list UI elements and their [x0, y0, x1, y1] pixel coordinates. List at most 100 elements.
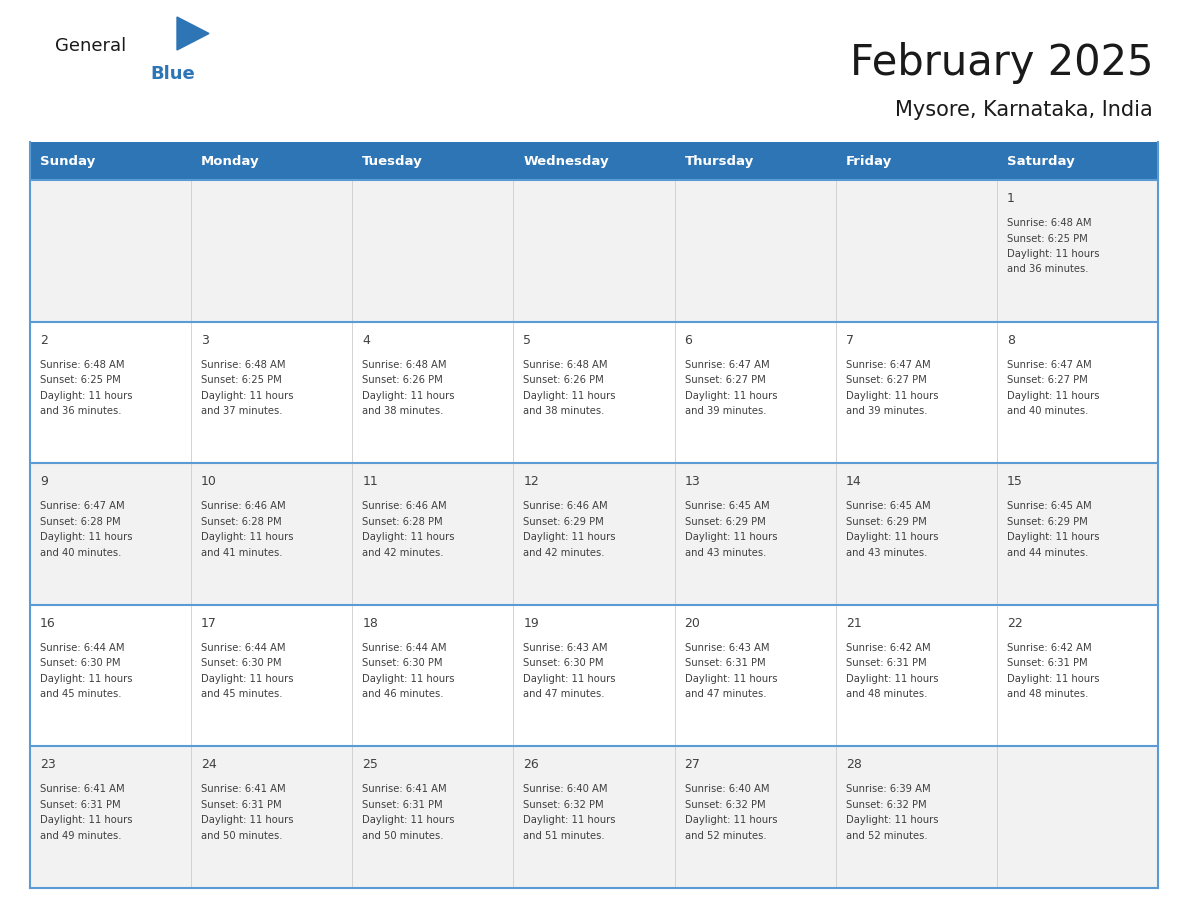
Text: 2: 2	[40, 333, 48, 347]
Text: Sunrise: 6:48 AM: Sunrise: 6:48 AM	[362, 360, 447, 370]
Text: Sunrise: 6:48 AM: Sunrise: 6:48 AM	[524, 360, 608, 370]
Text: Thursday: Thursday	[684, 154, 754, 167]
Bar	[191, 321, 353, 464]
Text: Daylight: 11 hours: Daylight: 11 hours	[362, 390, 455, 400]
Bar	[675, 180, 835, 321]
Text: Sunset: 6:30 PM: Sunset: 6:30 PM	[201, 658, 282, 668]
Bar	[835, 746, 997, 888]
Text: Daylight: 11 hours: Daylight: 11 hours	[1007, 532, 1099, 543]
Text: Sunset: 6:31 PM: Sunset: 6:31 PM	[684, 658, 765, 668]
Bar	[191, 605, 353, 746]
Text: Daylight: 11 hours: Daylight: 11 hours	[201, 674, 293, 684]
Text: Daylight: 11 hours: Daylight: 11 hours	[684, 674, 777, 684]
Bar	[191, 180, 353, 321]
Text: Sunrise: 6:48 AM: Sunrise: 6:48 AM	[201, 360, 285, 370]
Bar	[997, 746, 1158, 888]
Text: Daylight: 11 hours: Daylight: 11 hours	[524, 532, 615, 543]
Bar	[513, 180, 675, 321]
Bar	[675, 464, 835, 605]
Text: Daylight: 11 hours: Daylight: 11 hours	[1007, 390, 1099, 400]
Text: Daylight: 11 hours: Daylight: 11 hours	[684, 390, 777, 400]
Text: 28: 28	[846, 758, 861, 771]
Text: Sunset: 6:26 PM: Sunset: 6:26 PM	[524, 375, 605, 385]
Text: Daylight: 11 hours: Daylight: 11 hours	[524, 390, 615, 400]
Text: 14: 14	[846, 476, 861, 488]
Text: Sunset: 6:25 PM: Sunset: 6:25 PM	[201, 375, 282, 385]
Text: Tuesday: Tuesday	[362, 154, 423, 167]
Text: Sunrise: 6:48 AM: Sunrise: 6:48 AM	[1007, 218, 1092, 228]
Text: Daylight: 11 hours: Daylight: 11 hours	[201, 390, 293, 400]
Text: and 38 minutes.: and 38 minutes.	[362, 406, 443, 416]
Text: 5: 5	[524, 333, 531, 347]
Text: 18: 18	[362, 617, 378, 630]
Text: 8: 8	[1007, 333, 1015, 347]
Text: 7: 7	[846, 333, 854, 347]
Text: and 52 minutes.: and 52 minutes.	[846, 831, 928, 841]
Bar	[997, 464, 1158, 605]
Bar	[835, 464, 997, 605]
Bar	[835, 605, 997, 746]
Text: Sunrise: 6:46 AM: Sunrise: 6:46 AM	[201, 501, 286, 511]
Text: 1: 1	[1007, 192, 1015, 205]
Bar	[30, 605, 191, 746]
Text: and 39 minutes.: and 39 minutes.	[846, 406, 927, 416]
Text: 16: 16	[40, 617, 56, 630]
Text: Daylight: 11 hours: Daylight: 11 hours	[40, 815, 133, 825]
Text: Sunset: 6:31 PM: Sunset: 6:31 PM	[40, 800, 121, 810]
Text: Daylight: 11 hours: Daylight: 11 hours	[524, 815, 615, 825]
Text: Daylight: 11 hours: Daylight: 11 hours	[684, 815, 777, 825]
Text: Daylight: 11 hours: Daylight: 11 hours	[846, 390, 939, 400]
Text: and 48 minutes.: and 48 minutes.	[1007, 689, 1088, 700]
Text: and 40 minutes.: and 40 minutes.	[40, 548, 121, 558]
Text: and 45 minutes.: and 45 minutes.	[40, 689, 121, 700]
Text: Sunrise: 6:44 AM: Sunrise: 6:44 AM	[40, 643, 125, 653]
Text: and 41 minutes.: and 41 minutes.	[201, 548, 283, 558]
Text: General: General	[55, 37, 126, 55]
Bar	[675, 746, 835, 888]
Text: Sunday: Sunday	[40, 154, 95, 167]
Text: 25: 25	[362, 758, 378, 771]
Text: Mysore, Karnataka, India: Mysore, Karnataka, India	[896, 100, 1154, 120]
Text: Sunrise: 6:44 AM: Sunrise: 6:44 AM	[362, 643, 447, 653]
Text: Sunrise: 6:45 AM: Sunrise: 6:45 AM	[1007, 501, 1092, 511]
Bar	[30, 464, 191, 605]
Bar	[835, 142, 997, 180]
Text: Sunset: 6:27 PM: Sunset: 6:27 PM	[1007, 375, 1087, 385]
Text: Daylight: 11 hours: Daylight: 11 hours	[1007, 674, 1099, 684]
Text: Sunset: 6:30 PM: Sunset: 6:30 PM	[524, 658, 604, 668]
Bar	[997, 180, 1158, 321]
Bar	[353, 142, 513, 180]
Bar	[353, 321, 513, 464]
Text: and 42 minutes.: and 42 minutes.	[362, 548, 444, 558]
Bar	[513, 464, 675, 605]
Text: and 50 minutes.: and 50 minutes.	[201, 831, 283, 841]
Text: 12: 12	[524, 476, 539, 488]
Text: 24: 24	[201, 758, 217, 771]
Text: Daylight: 11 hours: Daylight: 11 hours	[524, 674, 615, 684]
Text: and 50 minutes.: and 50 minutes.	[362, 831, 444, 841]
Text: 22: 22	[1007, 617, 1023, 630]
Text: Daylight: 11 hours: Daylight: 11 hours	[1007, 249, 1099, 259]
Text: Sunset: 6:25 PM: Sunset: 6:25 PM	[1007, 233, 1087, 243]
Text: February 2025: February 2025	[849, 42, 1154, 84]
Text: Sunrise: 6:45 AM: Sunrise: 6:45 AM	[846, 501, 930, 511]
Bar	[353, 746, 513, 888]
Bar	[997, 605, 1158, 746]
Text: 10: 10	[201, 476, 217, 488]
Text: Sunrise: 6:43 AM: Sunrise: 6:43 AM	[684, 643, 769, 653]
Text: Sunrise: 6:41 AM: Sunrise: 6:41 AM	[40, 784, 125, 794]
Text: 11: 11	[362, 476, 378, 488]
Text: Sunset: 6:31 PM: Sunset: 6:31 PM	[201, 800, 282, 810]
Bar	[30, 180, 191, 321]
Text: Sunset: 6:27 PM: Sunset: 6:27 PM	[846, 375, 927, 385]
Text: Daylight: 11 hours: Daylight: 11 hours	[362, 532, 455, 543]
Text: Sunset: 6:29 PM: Sunset: 6:29 PM	[684, 517, 765, 527]
Text: and 39 minutes.: and 39 minutes.	[684, 406, 766, 416]
Bar	[191, 142, 353, 180]
Text: Sunset: 6:29 PM: Sunset: 6:29 PM	[1007, 517, 1087, 527]
Text: Monday: Monday	[201, 154, 260, 167]
Text: Sunset: 6:28 PM: Sunset: 6:28 PM	[362, 517, 443, 527]
Text: and 48 minutes.: and 48 minutes.	[846, 689, 927, 700]
Text: Sunset: 6:32 PM: Sunset: 6:32 PM	[684, 800, 765, 810]
Text: and 43 minutes.: and 43 minutes.	[846, 548, 927, 558]
